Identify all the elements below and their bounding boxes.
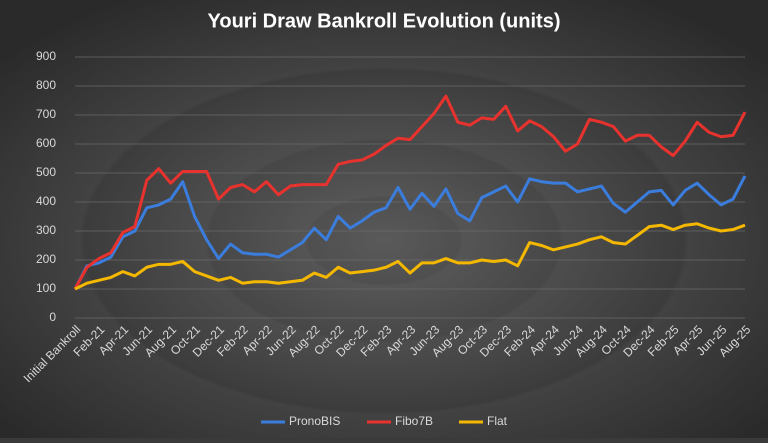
y-tick-label: 900	[36, 49, 56, 63]
chart-title: Youri Draw Bankroll Evolution (units)	[208, 10, 561, 32]
legend-label: PronoBIS	[289, 414, 340, 428]
y-tick-label: 500	[36, 165, 56, 179]
y-tick-label: 800	[36, 78, 56, 92]
y-tick-label: 600	[36, 136, 56, 150]
y-tick-label: 300	[36, 223, 56, 237]
series-line	[74, 222, 746, 291]
y-tick-label: 100	[36, 281, 56, 295]
y-tick-label: 0	[49, 310, 56, 324]
y-tick-label: 200	[36, 252, 56, 266]
legend-label: Flat	[487, 414, 508, 428]
y-tick-label: 700	[36, 107, 56, 121]
series-line	[73, 94, 747, 290]
series-line	[73, 175, 747, 290]
legend-label: Fibo7B	[395, 414, 433, 428]
y-tick-label: 400	[36, 194, 56, 208]
